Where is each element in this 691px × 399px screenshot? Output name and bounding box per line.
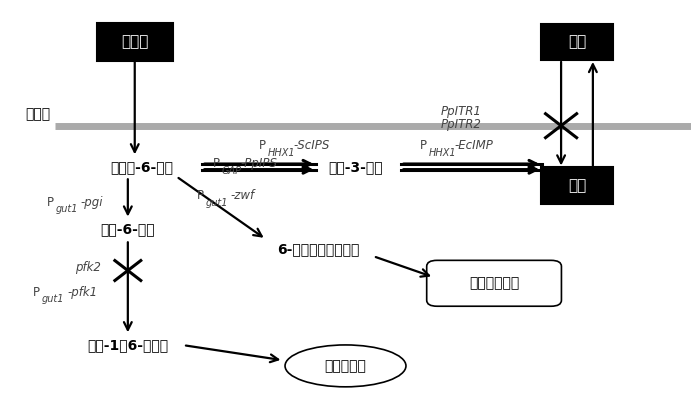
Text: P: P bbox=[197, 189, 204, 202]
Text: -pfk1: -pfk1 bbox=[67, 286, 97, 298]
Text: HHX1: HHX1 bbox=[268, 148, 296, 158]
Text: P: P bbox=[33, 286, 40, 298]
Text: 肌醇: 肌醇 bbox=[568, 34, 586, 49]
Text: P: P bbox=[47, 196, 54, 209]
Text: 肌醇: 肌醇 bbox=[568, 178, 586, 193]
Text: P: P bbox=[213, 157, 220, 170]
Text: 果糖-1，6-二磷酸: 果糖-1，6-二磷酸 bbox=[87, 338, 169, 352]
Text: gut1: gut1 bbox=[206, 198, 229, 208]
Text: gut1: gut1 bbox=[42, 294, 65, 304]
Text: P: P bbox=[259, 139, 266, 152]
Text: -ScIPS: -ScIPS bbox=[293, 139, 330, 152]
Text: gut1: gut1 bbox=[56, 204, 79, 215]
Text: 磷酸戊糖途径: 磷酸戊糖途径 bbox=[469, 276, 519, 290]
FancyBboxPatch shape bbox=[540, 167, 613, 204]
FancyBboxPatch shape bbox=[540, 24, 613, 60]
Text: 葡萄糖-6-磷酸: 葡萄糖-6-磷酸 bbox=[110, 160, 173, 174]
Text: 细胞壁: 细胞壁 bbox=[26, 108, 50, 122]
Text: -pgi: -pgi bbox=[81, 196, 104, 209]
Text: 果糖-6-磷酸: 果糖-6-磷酸 bbox=[100, 222, 155, 237]
Ellipse shape bbox=[285, 345, 406, 387]
Text: -EcIMP: -EcIMP bbox=[454, 139, 493, 152]
Text: PpITR2: PpITR2 bbox=[441, 118, 482, 131]
FancyBboxPatch shape bbox=[97, 23, 173, 61]
Text: 葡萄糖: 葡萄糖 bbox=[121, 34, 149, 49]
FancyBboxPatch shape bbox=[426, 261, 561, 306]
Text: PpITR1: PpITR1 bbox=[441, 105, 482, 118]
Text: pfk2: pfk2 bbox=[75, 261, 100, 274]
Text: 6-磷酸葡萄糖酸内酯: 6-磷酸葡萄糖酸内酯 bbox=[276, 242, 359, 257]
Text: P: P bbox=[420, 139, 427, 152]
Text: GAP: GAP bbox=[222, 166, 242, 176]
Text: -zwf: -zwf bbox=[231, 189, 255, 202]
Text: -PpIPS: -PpIPS bbox=[241, 157, 278, 170]
Text: HHX1: HHX1 bbox=[429, 148, 457, 158]
Text: 糖酵解途径: 糖酵解途径 bbox=[325, 359, 366, 373]
Text: 肌醇-3-磷酸: 肌醇-3-磷酸 bbox=[328, 160, 384, 174]
